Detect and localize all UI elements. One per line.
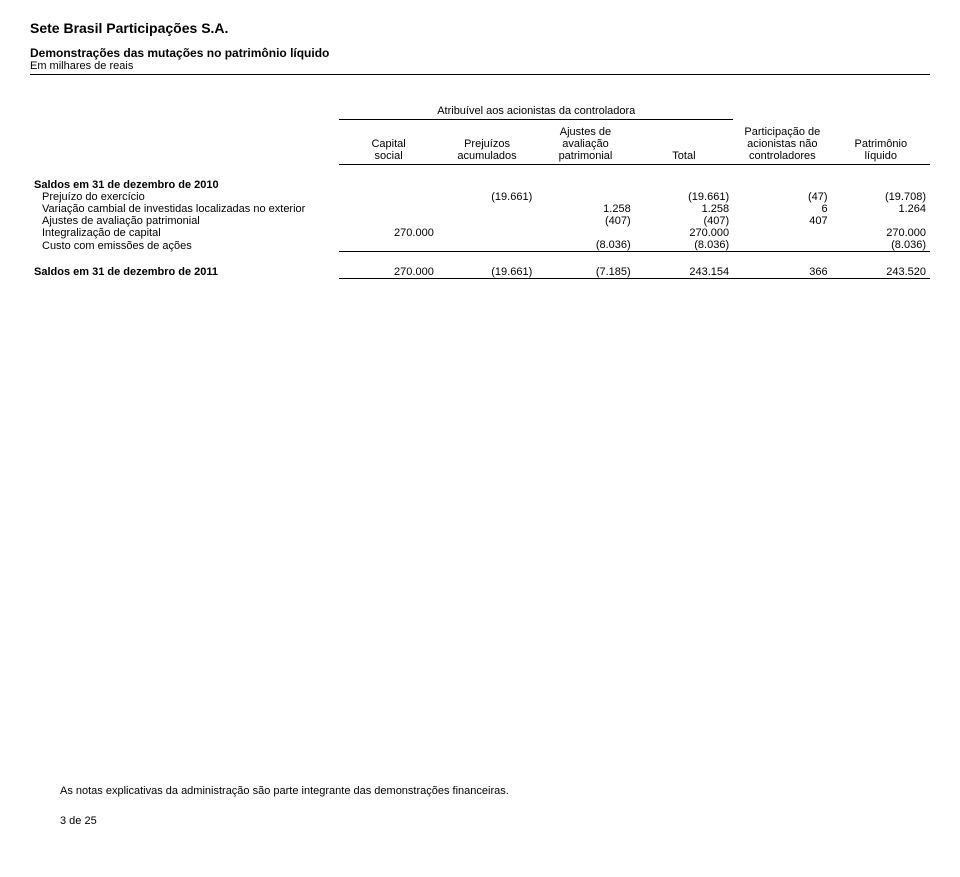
hd-prejuizos-l1 [438,126,536,138]
hd-part-l1: Participação de [733,126,831,138]
hd-ajustes-l3: patrimonial [536,150,634,165]
val-variacao-part: 6 [733,203,831,215]
hd-part-l2: acionistas não [733,138,831,150]
equity-table: Atribuível aos acionistas da controlador… [30,105,930,279]
hd-capital-l2: Capital [339,138,437,150]
header-divider [30,74,930,75]
row-prejuizo: Prejuízo do exercício (19.661) (19.661) … [30,191,930,203]
val-custo-ajustes: (8.036) [536,239,634,252]
company-name: Sete Brasil Participações S.A. [30,20,930,36]
val-prejuizo-total: (19.661) [635,191,733,203]
attributable-heading: Atribuível aos acionistas da controlador… [339,105,733,120]
hd-prejuizos-l2: Prejuízos [438,138,536,150]
row-custo: Custo com emissões de ações (8.036) (8.0… [30,239,930,252]
hd-patr-l1 [832,126,930,138]
hd-ajustes-l1: Ajustes de [536,126,634,138]
hd-total-l3: Total [635,150,733,165]
statement-title: Demonstrações das mutações no patrimônio… [30,46,930,60]
val-s11-total: 243.154 [635,258,733,278]
hd-part-l3: controladores [733,150,831,165]
val-variacao-total: 1.258 [635,203,733,215]
val-s11-capital: 270.000 [339,258,437,278]
row-integralizacao: Integralização de capital 270.000 270.00… [30,227,930,239]
currency-note: Em milhares de reais [30,60,930,72]
row-saldos-2011: Saldos em 31 de dezembro de 2011 270.000… [30,258,930,278]
val-ajustes-av-part: 407 [733,215,831,227]
hd-capital-l3: social [339,150,437,165]
val-s11-part: 366 [733,258,831,278]
label-ajustes-av: Ajustes de avaliação patrimonial [30,215,339,227]
label-variacao: Variação cambial de investidas localizad… [30,203,339,215]
val-prejuizo-prejuizos: (19.661) [438,191,536,203]
val-integ-patr: 270.000 [832,227,930,239]
hd-capital-l1 [339,126,437,138]
val-s11-prejuizos: (19.661) [438,258,536,278]
val-custo-patr: (8.036) [832,239,930,252]
row-ajustes-av: Ajustes de avaliação patrimonial (407) (… [30,215,930,227]
page-number: 3 de 25 [60,815,97,827]
val-ajustes-av-total: (407) [635,215,733,227]
hd-prejuizos-l3: acumulados [438,150,536,165]
val-s11-ajustes: (7.185) [536,258,634,278]
row-variacao: Variação cambial de investidas localizad… [30,203,930,215]
val-s11-patr: 243.520 [832,258,930,278]
val-custo-total: (8.036) [635,239,733,252]
hd-patr-l3: líquido [832,150,930,165]
footnote: As notas explicativas da administração s… [60,785,509,797]
val-variacao-patr: 1.264 [832,203,930,215]
val-ajustes-av-ajustes: (407) [536,215,634,227]
row-saldos-2010: Saldos em 31 de dezembro de 2010 [30,171,930,191]
label-custo: Custo com emissões de ações [30,239,339,252]
val-prejuizo-part: (47) [733,191,831,203]
hd-total-l1 [635,126,733,138]
label-saldos-2011: Saldos em 31 de dezembro de 2011 [30,258,339,278]
val-integ-total: 270.000 [635,227,733,239]
hd-ajustes-l2: avaliação [536,138,634,150]
val-prejuizo-patr: (19.708) [832,191,930,203]
page-wrap: Sete Brasil Participações S.A. Demonstra… [30,20,930,857]
label-integralizacao: Integralização de capital [30,227,339,239]
hd-patr-l2: Patrimônio [832,138,930,150]
label-prejuizo: Prejuízo do exercício [30,191,339,203]
val-variacao-ajustes: 1.258 [536,203,634,215]
label-saldos-2010: Saldos em 31 de dezembro de 2010 [30,171,339,191]
val-integ-capital: 270.000 [339,227,437,239]
